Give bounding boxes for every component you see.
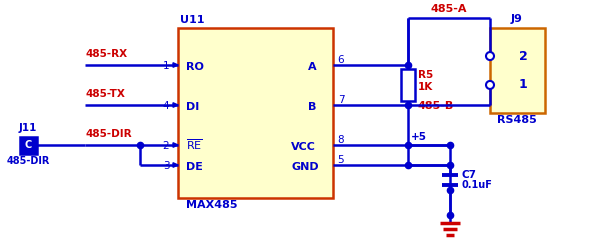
Bar [178, 28, 333, 198]
Text: 485-TX: 485-TX [85, 89, 125, 99]
Text: 6: 6 [338, 55, 344, 65]
Text: 2: 2 [163, 141, 169, 151]
Circle shape [486, 81, 494, 89]
Text: 1K: 1K [418, 82, 433, 92]
Text: 485-A: 485-A [431, 4, 467, 14]
Bar [20, 137, 37, 154]
Text: 3: 3 [163, 161, 169, 171]
Text: VCC: VCC [291, 142, 316, 152]
Text: 4: 4 [163, 101, 169, 111]
Text: 485-B: 485-B [418, 101, 454, 111]
Text: C7: C7 [461, 170, 476, 180]
Text: 1: 1 [518, 79, 527, 92]
Text: R5: R5 [418, 70, 433, 80]
Text: $\overline{\rm RE}$: $\overline{\rm RE}$ [186, 138, 203, 152]
Text: 5: 5 [338, 155, 344, 165]
Text: DI: DI [186, 102, 199, 112]
Polygon shape [173, 163, 178, 167]
Text: GND: GND [291, 162, 319, 172]
Text: 485-DIR: 485-DIR [85, 129, 131, 139]
Bar [401, 69, 415, 101]
Text: +5: +5 [411, 132, 427, 142]
Text: 7: 7 [338, 95, 344, 105]
Text: 0.1uF: 0.1uF [461, 180, 492, 190]
Text: 1: 1 [163, 61, 169, 71]
Text: MAX485: MAX485 [186, 200, 238, 210]
Text: 2: 2 [518, 50, 527, 62]
Text: 485-DIR: 485-DIR [7, 156, 50, 166]
Text: RS485: RS485 [497, 115, 537, 125]
Text: 8: 8 [338, 135, 344, 145]
Text: 485-RX: 485-RX [85, 49, 127, 59]
Bar [490, 28, 545, 113]
Text: A: A [308, 62, 317, 72]
Text: J9: J9 [511, 14, 523, 24]
Text: J11: J11 [19, 123, 37, 133]
Polygon shape [173, 103, 178, 107]
Text: U11: U11 [180, 15, 205, 25]
Polygon shape [173, 143, 178, 147]
Text: DE: DE [186, 162, 203, 172]
Polygon shape [173, 63, 178, 67]
Text: C: C [25, 140, 32, 150]
Circle shape [486, 52, 494, 60]
Text: RO: RO [186, 62, 204, 72]
Text: B: B [308, 102, 316, 112]
